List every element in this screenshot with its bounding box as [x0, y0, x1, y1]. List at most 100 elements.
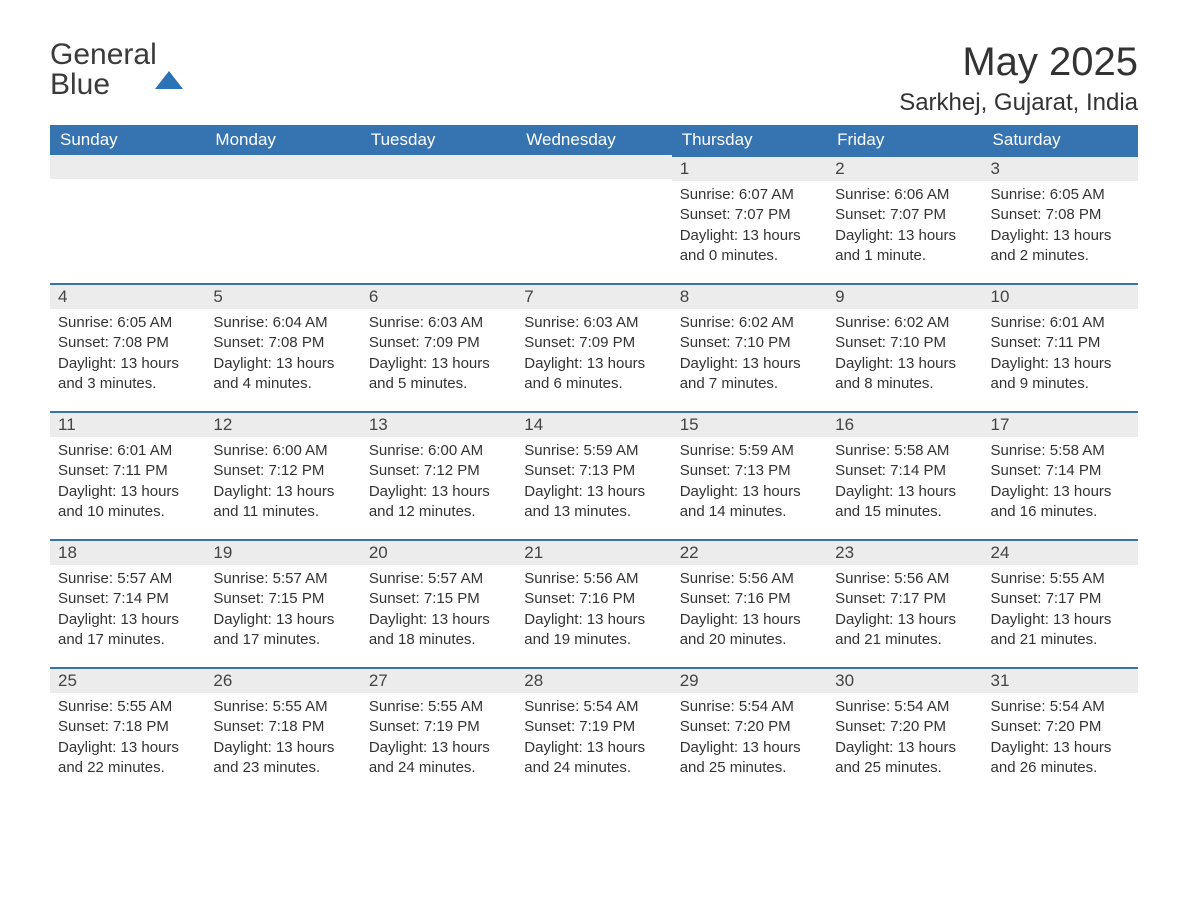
daylight-text: Daylight: 13 hours and 4 minutes. — [213, 354, 352, 395]
daylight-text: Daylight: 13 hours and 11 minutes. — [213, 482, 352, 523]
day-body: Sunrise: 6:02 AMSunset: 7:10 PMDaylight:… — [827, 309, 982, 404]
calendar: SundayMondayTuesdayWednesdayThursdayFrid… — [50, 125, 1138, 795]
sunset-text: Sunset: 7:14 PM — [58, 589, 197, 609]
daylight-text: Daylight: 13 hours and 17 minutes. — [213, 610, 352, 651]
day-number: 5 — [205, 283, 360, 309]
daylight-text: Daylight: 13 hours and 9 minutes. — [991, 354, 1130, 395]
day-number: 30 — [827, 667, 982, 693]
day-cell: 10Sunrise: 6:01 AMSunset: 7:11 PMDayligh… — [983, 283, 1138, 411]
day-body: Sunrise: 5:57 AMSunset: 7:15 PMDaylight:… — [205, 565, 360, 660]
day-number: 8 — [672, 283, 827, 309]
day-number: 3 — [983, 155, 1138, 181]
sunset-text: Sunset: 7:11 PM — [991, 333, 1130, 353]
day-body: Sunrise: 6:04 AMSunset: 7:08 PMDaylight:… — [205, 309, 360, 404]
day-body: Sunrise: 5:54 AMSunset: 7:20 PMDaylight:… — [827, 693, 982, 788]
sunrise-text: Sunrise: 5:57 AM — [58, 569, 197, 589]
sunrise-text: Sunrise: 5:56 AM — [680, 569, 819, 589]
sunset-text: Sunset: 7:15 PM — [213, 589, 352, 609]
day-body: Sunrise: 5:55 AMSunset: 7:18 PMDaylight:… — [50, 693, 205, 788]
day-number: 10 — [983, 283, 1138, 309]
day-body: Sunrise: 6:01 AMSunset: 7:11 PMDaylight:… — [983, 309, 1138, 404]
daylight-text: Daylight: 13 hours and 18 minutes. — [369, 610, 508, 651]
sunset-text: Sunset: 7:14 PM — [835, 461, 974, 481]
day-body: Sunrise: 6:02 AMSunset: 7:10 PMDaylight:… — [672, 309, 827, 404]
daylight-text: Daylight: 13 hours and 2 minutes. — [991, 226, 1130, 267]
day-number: 20 — [361, 539, 516, 565]
empty-day-bar — [361, 155, 516, 179]
week-row: 25Sunrise: 5:55 AMSunset: 7:18 PMDayligh… — [50, 667, 1138, 795]
day-number: 15 — [672, 411, 827, 437]
day-body: Sunrise: 6:00 AMSunset: 7:12 PMDaylight:… — [205, 437, 360, 532]
sunset-text: Sunset: 7:19 PM — [369, 717, 508, 737]
day-cell: 19Sunrise: 5:57 AMSunset: 7:15 PMDayligh… — [205, 539, 360, 667]
sunset-text: Sunset: 7:08 PM — [58, 333, 197, 353]
sunset-text: Sunset: 7:12 PM — [369, 461, 508, 481]
daylight-text: Daylight: 13 hours and 21 minutes. — [991, 610, 1130, 651]
daylight-text: Daylight: 13 hours and 6 minutes. — [524, 354, 663, 395]
month-title: May 2025 — [899, 40, 1138, 85]
weeks-container: 1Sunrise: 6:07 AMSunset: 7:07 PMDaylight… — [50, 155, 1138, 795]
day-cell: 15Sunrise: 5:59 AMSunset: 7:13 PMDayligh… — [672, 411, 827, 539]
weekday-header: Saturday — [983, 125, 1138, 155]
sunset-text: Sunset: 7:09 PM — [524, 333, 663, 353]
sunrise-text: Sunrise: 6:00 AM — [213, 441, 352, 461]
week-row: 18Sunrise: 5:57 AMSunset: 7:14 PMDayligh… — [50, 539, 1138, 667]
sunrise-text: Sunrise: 5:55 AM — [58, 697, 197, 717]
sunrise-text: Sunrise: 5:55 AM — [213, 697, 352, 717]
daylight-text: Daylight: 13 hours and 20 minutes. — [680, 610, 819, 651]
weekday-header: Wednesday — [516, 125, 671, 155]
sunset-text: Sunset: 7:13 PM — [524, 461, 663, 481]
daylight-text: Daylight: 13 hours and 19 minutes. — [524, 610, 663, 651]
week-row: 11Sunrise: 6:01 AMSunset: 7:11 PMDayligh… — [50, 411, 1138, 539]
week-row: 1Sunrise: 6:07 AMSunset: 7:07 PMDaylight… — [50, 155, 1138, 283]
day-number: 21 — [516, 539, 671, 565]
day-cell — [50, 155, 205, 283]
day-number: 16 — [827, 411, 982, 437]
day-cell: 21Sunrise: 5:56 AMSunset: 7:16 PMDayligh… — [516, 539, 671, 667]
daylight-text: Daylight: 13 hours and 24 minutes. — [369, 738, 508, 779]
day-cell: 29Sunrise: 5:54 AMSunset: 7:20 PMDayligh… — [672, 667, 827, 795]
sunset-text: Sunset: 7:15 PM — [369, 589, 508, 609]
sunset-text: Sunset: 7:13 PM — [680, 461, 819, 481]
day-number: 22 — [672, 539, 827, 565]
day-number: 11 — [50, 411, 205, 437]
sunset-text: Sunset: 7:08 PM — [213, 333, 352, 353]
day-body: Sunrise: 6:07 AMSunset: 7:07 PMDaylight:… — [672, 181, 827, 276]
day-cell — [516, 155, 671, 283]
day-body: Sunrise: 5:54 AMSunset: 7:20 PMDaylight:… — [672, 693, 827, 788]
day-number: 7 — [516, 283, 671, 309]
sunrise-text: Sunrise: 6:03 AM — [369, 313, 508, 333]
day-body: Sunrise: 5:55 AMSunset: 7:17 PMDaylight:… — [983, 565, 1138, 660]
sunset-text: Sunset: 7:08 PM — [991, 205, 1130, 225]
daylight-text: Daylight: 13 hours and 14 minutes. — [680, 482, 819, 523]
sunrise-text: Sunrise: 6:02 AM — [680, 313, 819, 333]
daylight-text: Daylight: 13 hours and 26 minutes. — [991, 738, 1130, 779]
day-cell: 18Sunrise: 5:57 AMSunset: 7:14 PMDayligh… — [50, 539, 205, 667]
day-body: Sunrise: 5:59 AMSunset: 7:13 PMDaylight:… — [672, 437, 827, 532]
sunrise-text: Sunrise: 5:54 AM — [991, 697, 1130, 717]
day-number: 19 — [205, 539, 360, 565]
day-number: 17 — [983, 411, 1138, 437]
daylight-text: Daylight: 13 hours and 16 minutes. — [991, 482, 1130, 523]
sunrise-text: Sunrise: 6:01 AM — [58, 441, 197, 461]
empty-day-bar — [205, 155, 360, 179]
weekday-header: Monday — [205, 125, 360, 155]
day-body: Sunrise: 5:56 AMSunset: 7:16 PMDaylight:… — [516, 565, 671, 660]
day-cell: 28Sunrise: 5:54 AMSunset: 7:19 PMDayligh… — [516, 667, 671, 795]
sunrise-text: Sunrise: 6:02 AM — [835, 313, 974, 333]
daylight-text: Daylight: 13 hours and 25 minutes. — [680, 738, 819, 779]
sunset-text: Sunset: 7:16 PM — [680, 589, 819, 609]
weekday-header: Tuesday — [361, 125, 516, 155]
day-number: 14 — [516, 411, 671, 437]
sunset-text: Sunset: 7:16 PM — [524, 589, 663, 609]
sunrise-text: Sunrise: 5:58 AM — [991, 441, 1130, 461]
day-cell: 20Sunrise: 5:57 AMSunset: 7:15 PMDayligh… — [361, 539, 516, 667]
day-number: 12 — [205, 411, 360, 437]
sunrise-text: Sunrise: 6:05 AM — [58, 313, 197, 333]
day-number: 24 — [983, 539, 1138, 565]
sunset-text: Sunset: 7:19 PM — [524, 717, 663, 737]
weekday-header: Sunday — [50, 125, 205, 155]
day-body: Sunrise: 5:54 AMSunset: 7:19 PMDaylight:… — [516, 693, 671, 788]
sunrise-text: Sunrise: 5:56 AM — [835, 569, 974, 589]
day-body: Sunrise: 5:58 AMSunset: 7:14 PMDaylight:… — [827, 437, 982, 532]
